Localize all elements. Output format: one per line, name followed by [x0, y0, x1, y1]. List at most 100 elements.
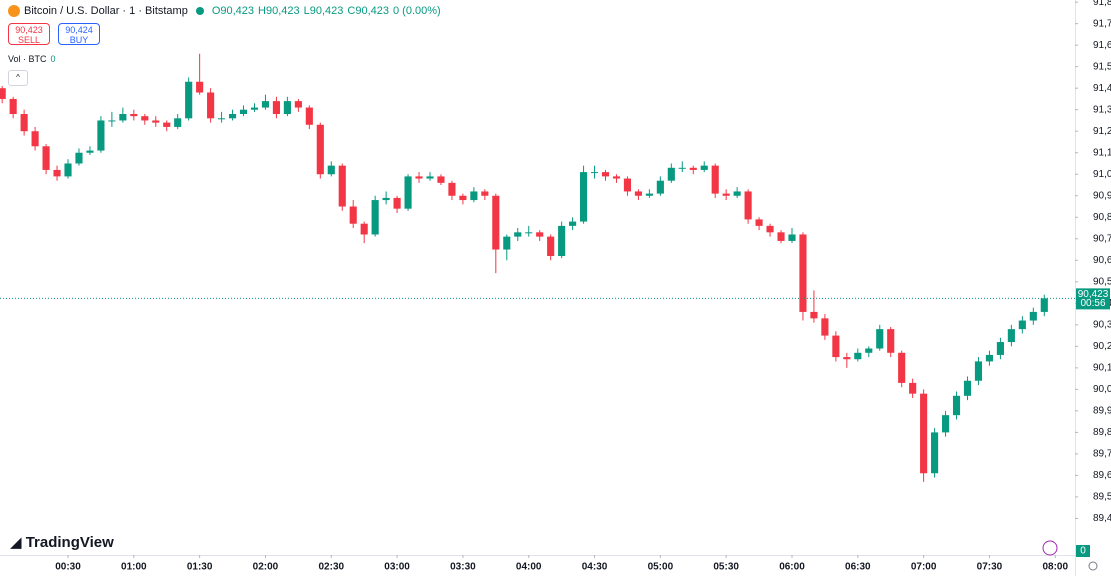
- y-tick-label: 89,400: [1093, 513, 1111, 524]
- y-tick-label: 90,200: [1093, 341, 1111, 352]
- y-tick-label: 90,900: [1093, 190, 1111, 201]
- candle-body: [601, 172, 610, 177]
- y-tick-label: 90,300: [1093, 319, 1111, 330]
- candle-body: [470, 191, 478, 201]
- settings-icon[interactable]: [1088, 561, 1098, 571]
- replay-icon[interactable]: [1042, 540, 1058, 556]
- candle-body: [722, 193, 730, 196]
- candle-body: [996, 342, 1004, 355]
- candle-body: [404, 176, 412, 209]
- y-tick-label: 91,800: [1093, 0, 1111, 8]
- candle-body: [590, 172, 599, 174]
- candle-body: [634, 191, 642, 196]
- candle-body: [525, 232, 533, 234]
- candle-body: [152, 120, 160, 123]
- high: H90,423: [258, 5, 300, 17]
- candle-body: [459, 195, 467, 201]
- candle-body: [963, 380, 972, 396]
- x-tick-label: 07:30: [977, 562, 1003, 573]
- candle-body: [75, 152, 83, 164]
- x-tick-label: 04:30: [582, 562, 608, 573]
- y-tick-label: 91,700: [1093, 18, 1111, 29]
- candle-body: [174, 118, 182, 127]
- x-tick-label: 01:00: [121, 562, 147, 573]
- candle-body: [283, 101, 291, 115]
- candle-body: [810, 311, 818, 319]
- trade-buttons: 90,423 SELL 90,424 BUY: [8, 23, 100, 45]
- candle-body: [415, 176, 423, 179]
- candle-body: [86, 150, 94, 153]
- candle-body: [755, 219, 763, 226]
- candle-body: [952, 395, 961, 416]
- candle-body: [1018, 320, 1026, 330]
- y-tick-label: 91,000: [1093, 169, 1111, 180]
- y-tick-label: 90,600: [1093, 255, 1111, 266]
- y-tick-label: 90,500: [1093, 276, 1111, 287]
- x-tick-label: 03:00: [384, 562, 410, 573]
- y-tick-label: 91,600: [1093, 40, 1111, 51]
- countdown: 00:56: [1080, 298, 1105, 309]
- volume-badge: 0: [1080, 546, 1086, 557]
- candle-body: [667, 167, 675, 181]
- last-price-label: 90,423: [1078, 289, 1109, 300]
- candle-body: [185, 81, 193, 119]
- candle-body: [250, 107, 259, 110]
- y-tick-label: 91,500: [1093, 61, 1111, 72]
- candle-body: [9, 98, 17, 115]
- candle-body: [569, 221, 577, 226]
- change: 0 (0.00%): [392, 5, 441, 17]
- candle-body: [547, 236, 555, 256]
- coin-icon: [8, 5, 20, 17]
- collapse-button[interactable]: ^: [8, 70, 28, 86]
- last-price-badge: [1076, 288, 1110, 310]
- candle-body: [261, 101, 270, 108]
- y-tick-label: 89,800: [1093, 427, 1111, 438]
- logo-text: TradingView: [25, 534, 114, 551]
- volume-badge-bg: [1076, 545, 1090, 557]
- candle-body: [985, 354, 994, 362]
- buy-label: BUY: [69, 35, 89, 45]
- sell-button[interactable]: 90,423 SELL: [8, 23, 50, 45]
- candle-body: [20, 114, 28, 132]
- candle-body: [327, 165, 335, 175]
- candle-body: [876, 329, 884, 349]
- candle-body: [920, 393, 928, 474]
- candle-body: [854, 352, 862, 360]
- candle-body: [218, 118, 226, 120]
- candle-body: [821, 318, 829, 336]
- y-tick-label: 89,500: [1093, 492, 1111, 503]
- candle-body: [163, 122, 171, 127]
- candle-body: [228, 114, 237, 119]
- open: O90,423: [211, 5, 255, 17]
- x-tick-label: 07:00: [911, 562, 937, 573]
- candle-body: [865, 348, 873, 353]
- candle-body: [53, 169, 61, 177]
- sell-price: 90,423: [15, 25, 43, 35]
- candle-body: [700, 165, 708, 170]
- candle-body: [623, 178, 632, 192]
- candle-body: [119, 114, 127, 121]
- buy-button[interactable]: 90,424 BUY: [58, 23, 100, 45]
- y-tick-label: 90,000: [1093, 384, 1111, 395]
- candle-body: [448, 182, 456, 196]
- candle-body: [799, 234, 807, 312]
- candle-body: [97, 120, 105, 151]
- candle-body: [744, 191, 752, 220]
- candle-body: [887, 329, 895, 353]
- candle-body: [974, 361, 983, 381]
- y-tick-label: 91,200: [1093, 126, 1111, 137]
- x-tick-label: 06:00: [779, 562, 805, 573]
- volume-value: 0: [50, 54, 56, 64]
- y-tick-label: 89,900: [1093, 406, 1111, 417]
- x-tick-label: 02:30: [318, 562, 344, 573]
- y-tick-label: 91,300: [1093, 104, 1111, 115]
- candle-body: [931, 432, 939, 474]
- candle-body: [503, 236, 511, 250]
- candle-body: [305, 107, 313, 125]
- symbol[interactable]: Bitcoin / U.S. Dollar · 1 · Bitstamp: [24, 5, 188, 17]
- candle-body: [536, 232, 544, 237]
- y-tick-label: 90,700: [1093, 233, 1111, 244]
- x-tick-label: 01:30: [187, 562, 213, 573]
